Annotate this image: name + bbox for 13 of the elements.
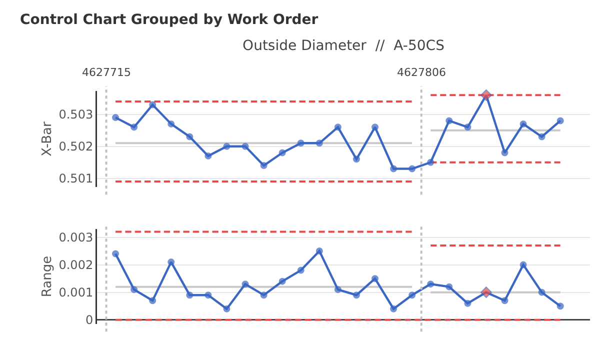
- y-axis-title: X-Bar: [40, 120, 55, 156]
- y-tick-label: 0.502: [58, 140, 94, 154]
- text: 4627715: [82, 66, 131, 79]
- y-axis-title: Range: [40, 256, 55, 298]
- y-tick-label: 0.501: [58, 172, 94, 186]
- y-tick-label: 0.503: [58, 108, 94, 122]
- chart-subtitle: Outside Diameter // A-50CS: [242, 38, 446, 54]
- y-tick-label: 0.003: [58, 230, 94, 244]
- chart-title: Control Chart Grouped by Work Order: [20, 12, 318, 28]
- y-tick-label: 0.001: [58, 286, 94, 300]
- y-tick-label: 0.002: [58, 258, 94, 272]
- text: 4627806: [397, 66, 446, 79]
- y-tick-label: 0: [85, 313, 94, 328]
